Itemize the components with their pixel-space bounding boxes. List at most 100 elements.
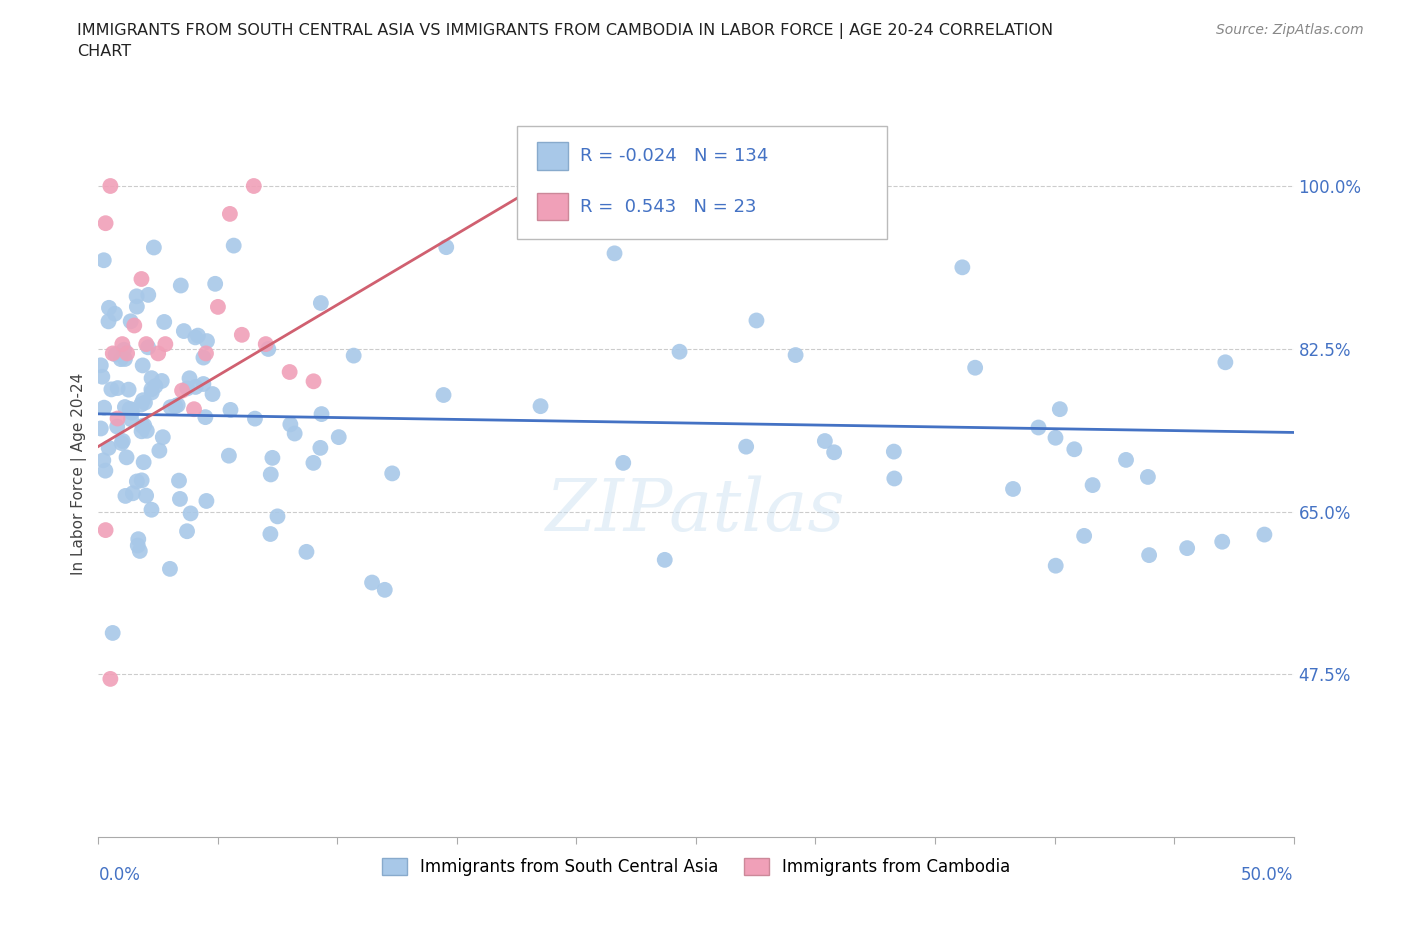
Point: [259, 526, 281, 541]
Point: [361, 575, 384, 590]
Point: [883, 445, 905, 459]
Point: [97, 441, 120, 456]
Point: [1002, 482, 1025, 497]
Point: [167, 473, 190, 488]
Point: [612, 456, 634, 471]
Point: [125, 474, 148, 489]
Point: [243, 411, 266, 426]
Point: [262, 450, 284, 465]
Point: [302, 374, 325, 389]
Point: [735, 439, 758, 454]
Point: [1045, 431, 1067, 445]
Point: [114, 488, 136, 503]
Point: [295, 544, 318, 559]
Point: [141, 371, 163, 386]
Point: [1045, 558, 1067, 573]
Point: [101, 346, 124, 361]
Point: [745, 313, 768, 328]
Point: [131, 418, 153, 433]
Point: [134, 418, 156, 433]
Y-axis label: In Labor Force | Age 20-24: In Labor Force | Age 20-24: [72, 373, 87, 576]
Point: [1137, 548, 1160, 563]
Point: [434, 240, 457, 255]
Point: [141, 502, 163, 517]
Point: [124, 318, 146, 333]
Point: [173, 324, 195, 339]
Point: [107, 411, 129, 426]
Point: [814, 433, 837, 448]
Point: [127, 532, 149, 547]
Point: [91, 453, 114, 468]
Point: [254, 337, 277, 352]
Point: [278, 365, 301, 379]
Point: [184, 379, 207, 394]
Point: [159, 562, 181, 577]
Point: [1028, 420, 1050, 435]
Legend: Immigrants from South Central Asia, Immigrants from Cambodia: Immigrants from South Central Asia, Immi…: [375, 852, 1017, 883]
Point: [128, 543, 150, 558]
Point: [219, 403, 242, 418]
Point: [159, 400, 181, 415]
Point: [148, 444, 170, 458]
Point: [121, 405, 143, 420]
Point: [135, 337, 157, 352]
FancyBboxPatch shape: [537, 142, 568, 169]
Point: [107, 380, 129, 395]
Point: [1081, 478, 1104, 493]
Point: [179, 371, 201, 386]
Text: 0.0%: 0.0%: [98, 866, 141, 884]
Point: [104, 306, 127, 321]
Point: [155, 337, 177, 352]
Point: [111, 337, 134, 352]
Point: [118, 402, 141, 417]
Point: [172, 383, 194, 398]
Point: [1115, 453, 1137, 468]
Point: [654, 552, 676, 567]
Point: [343, 348, 366, 363]
Point: [309, 441, 332, 456]
Point: [94, 216, 117, 231]
Point: [1063, 442, 1085, 457]
Point: [260, 467, 283, 482]
Point: [243, 179, 266, 193]
Point: [1049, 402, 1071, 417]
Point: [129, 397, 152, 412]
Point: [131, 358, 153, 373]
Point: [90, 358, 112, 373]
Text: CHART: CHART: [77, 44, 131, 59]
Point: [97, 314, 120, 329]
Point: [120, 412, 142, 427]
Point: [165, 399, 187, 414]
Point: [121, 485, 143, 500]
Point: [529, 399, 551, 414]
Point: [883, 472, 905, 486]
Point: [1215, 355, 1237, 370]
Point: [105, 419, 128, 434]
Point: [135, 488, 157, 503]
Point: [114, 400, 136, 415]
Point: [100, 382, 122, 397]
FancyBboxPatch shape: [517, 126, 887, 239]
Point: [280, 417, 302, 432]
Point: [176, 524, 198, 538]
Point: [1175, 540, 1198, 555]
Point: [125, 289, 148, 304]
Point: [115, 346, 138, 361]
Point: [1253, 527, 1275, 542]
Point: [193, 377, 215, 392]
Point: [381, 466, 404, 481]
Point: [141, 382, 163, 397]
Text: IMMIGRANTS FROM SOUTH CENTRAL ASIA VS IMMIGRANTS FROM CAMBODIA IN LABOR FORCE | : IMMIGRANTS FROM SOUTH CENTRAL ASIA VS IM…: [77, 23, 1053, 39]
Point: [823, 445, 845, 459]
Point: [110, 352, 132, 366]
Point: [101, 626, 124, 641]
Point: [195, 334, 218, 349]
Point: [184, 330, 207, 345]
Point: [98, 179, 122, 193]
Point: [328, 430, 350, 445]
Point: [93, 253, 115, 268]
Point: [98, 300, 121, 315]
Point: [183, 402, 205, 417]
Point: [266, 509, 288, 524]
Point: [1073, 528, 1095, 543]
